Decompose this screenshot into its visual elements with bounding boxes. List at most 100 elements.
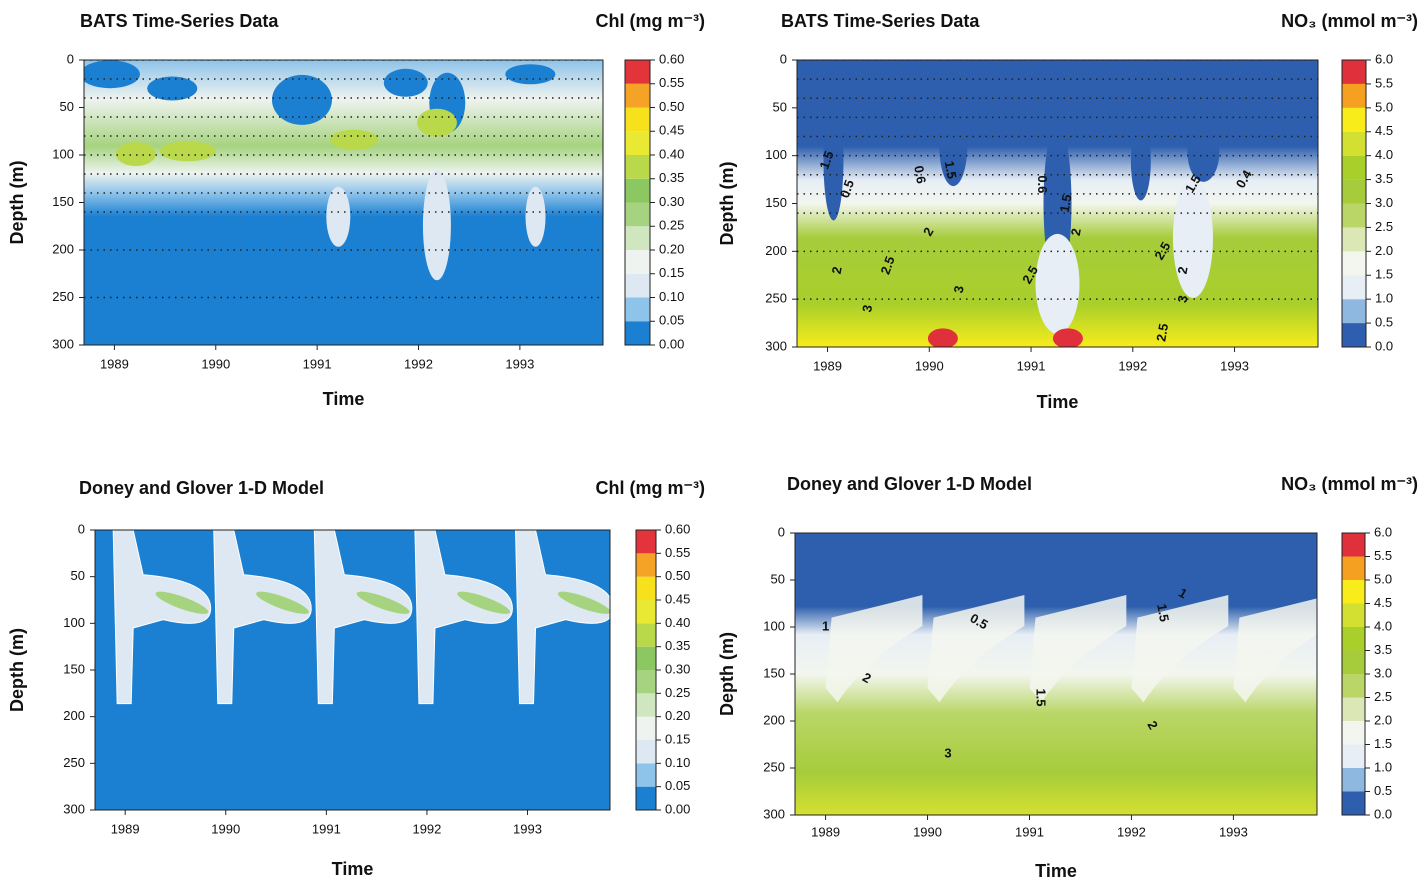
contour-label: 0.6	[1035, 175, 1050, 193]
colorbar-tick-label: 0.30	[665, 661, 690, 676]
field-patch	[457, 591, 511, 614]
contour-label: 1	[822, 618, 829, 633]
colorbar-tick-label: 4.5	[1374, 595, 1392, 610]
y-tick-label: 250	[63, 755, 85, 770]
x-tick-label: 1993	[1219, 824, 1248, 839]
x-tick-label: 1991	[303, 356, 332, 371]
field-blob	[84, 60, 140, 89]
contour-label: 1.5	[816, 149, 836, 171]
colorbar-tick-label: 1.0	[1374, 759, 1392, 774]
x-axis-label: Time	[332, 859, 374, 879]
contour-field	[797, 60, 1318, 347]
y-tick-label: 250	[52, 289, 74, 304]
y-tick-label: 200	[52, 241, 74, 256]
colorbar-tick-label: 1.5	[1374, 736, 1392, 751]
colorbar-tick-label: 4.0	[1374, 618, 1392, 633]
x-tick-label: 1991	[1015, 824, 1044, 839]
colorbar-tick-label: 0.10	[659, 289, 684, 304]
colorbar-tick-label: 2.5	[1374, 689, 1392, 704]
contour-label: 0.6	[911, 164, 929, 184]
colorbar-swatch	[625, 250, 650, 274]
colorbar-tick-label: 0.35	[665, 638, 690, 653]
colorbar-label: Chl (mg m⁻³)	[596, 478, 706, 498]
colorbar-swatch	[1342, 791, 1365, 815]
field-patch	[416, 108, 457, 137]
colorbar-swatch	[625, 107, 650, 132]
x-tick-label: 1989	[111, 821, 140, 836]
colorbar-tick-label: 0.40	[659, 146, 684, 161]
y-tick-label: 0	[78, 521, 85, 536]
colorbar-tick-label: 0.15	[659, 265, 684, 280]
contour-label: 1.5	[1033, 688, 1048, 706]
colorbar-tick-label: 2.5	[1375, 219, 1393, 234]
x-tick-label: 1993	[513, 821, 542, 836]
colorbar-tick-label: 0.05	[665, 778, 690, 793]
y-tick-label: 0	[67, 51, 74, 66]
x-axis-label: Time	[323, 389, 365, 409]
y-tick-label: 100	[765, 147, 787, 162]
colorbar-swatch	[1342, 83, 1366, 108]
colorbar-swatch	[625, 202, 650, 227]
y-tick-label: 50	[71, 568, 85, 583]
y-tick-label: 200	[763, 712, 785, 727]
colorbar-tick-label: 0.50	[659, 99, 684, 114]
field-spike	[1187, 121, 1220, 182]
y-tick-label: 250	[763, 759, 785, 774]
colorbar-swatch	[1342, 107, 1366, 132]
field-patch	[356, 591, 410, 614]
x-tick-label: 1989	[811, 824, 840, 839]
colorbar-tick-label: 0.20	[665, 708, 690, 723]
panel-title: BATS Time-Series Data	[80, 11, 279, 31]
colorbar-swatch	[1342, 721, 1365, 745]
colorbar-tick-label: 2.0	[1374, 712, 1392, 727]
y-axis-label: Depth (m)	[717, 632, 737, 716]
y-tick-label: 200	[63, 708, 85, 723]
y-tick-label: 150	[52, 194, 74, 209]
contour-label: 2.5	[877, 254, 897, 276]
colorbar-swatch	[636, 600, 656, 624]
colorbar-swatch	[1342, 60, 1366, 84]
field-spike	[1172, 177, 1213, 298]
x-tick-label: 1992	[412, 821, 441, 836]
colorbar-tick-label: 0.10	[665, 755, 690, 770]
field-patch	[557, 591, 610, 614]
colorbar-swatch	[636, 786, 656, 810]
y-tick-label: 100	[63, 615, 85, 630]
colorbar-tick-label: 5.0	[1375, 99, 1393, 114]
x-tick-label: 1993	[1220, 358, 1249, 373]
x-axis-label: Time	[1035, 861, 1077, 881]
colorbar-tick-label: 0.45	[665, 591, 690, 606]
colorbar-tick-label: 3.5	[1375, 171, 1393, 186]
field-patch	[329, 129, 378, 150]
y-tick-label: 0	[778, 524, 785, 539]
colorbar-tick-label: 0.55	[659, 75, 684, 90]
colorbar-swatch	[625, 273, 650, 298]
contour-field	[95, 530, 610, 810]
colorbar-swatch	[636, 646, 656, 670]
colorbar-swatch	[1342, 275, 1366, 300]
colorbar-tick-label: 0.60	[665, 521, 690, 536]
contour-label: 1.5	[1154, 603, 1172, 623]
colorbar-tick-label: 5.5	[1374, 548, 1392, 563]
colorbar-swatch	[625, 226, 650, 250]
x-tick-label: 1992	[1118, 358, 1147, 373]
field-hook	[313, 530, 413, 705]
field-blob	[271, 74, 332, 125]
colorbar-tick-label: 2.0	[1375, 243, 1393, 258]
colorbar-label: NO₃ (mmol m⁻³)	[1281, 11, 1418, 31]
colorbar-swatch	[625, 321, 650, 345]
colorbar-tick-label: 1.5	[1375, 267, 1393, 282]
x-tick-label: 1991	[312, 821, 341, 836]
y-tick-label: 50	[773, 99, 787, 114]
y-tick-label: 100	[763, 618, 785, 633]
colorbar-swatch	[625, 155, 650, 179]
colorbar-swatch	[1342, 299, 1366, 324]
y-tick-label: 200	[765, 243, 787, 258]
x-tick-label: 1989	[100, 356, 129, 371]
field-blob	[383, 68, 428, 97]
colorbar-swatch	[1342, 768, 1365, 792]
x-tick-label: 1990	[201, 356, 230, 371]
colorbar-swatch	[1342, 323, 1366, 347]
field-hook	[213, 530, 312, 705]
contour-field	[84, 60, 603, 345]
